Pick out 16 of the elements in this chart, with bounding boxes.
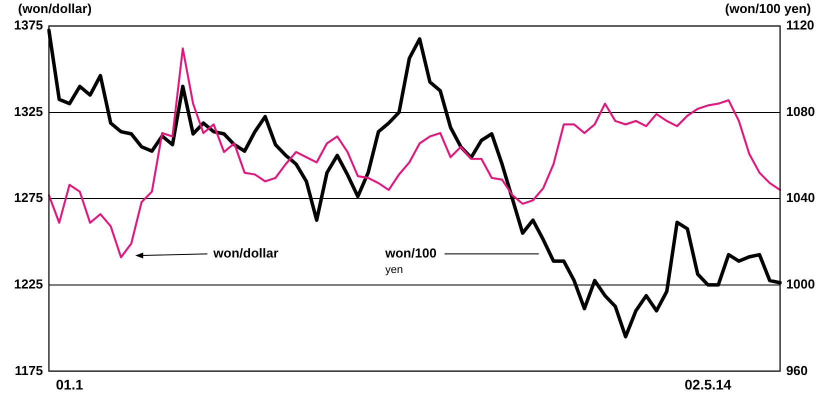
x-tick-label: 01.1: [56, 376, 84, 392]
y-axis-title: (won/dollar): [18, 1, 92, 16]
y2-axis-title: (won/100 yen): [725, 1, 811, 16]
y-tick-label: 1175: [14, 362, 43, 378]
y-tick-label: 1275: [14, 190, 43, 206]
x-tick-label: 02.5.14: [684, 376, 732, 392]
annotation: won/dollar: [212, 245, 278, 260]
y2-tick-label: 1000: [786, 276, 815, 292]
y2-tick-label: 1080: [786, 104, 815, 119]
y2-tick-label: 1040: [786, 190, 815, 206]
y-tick-label: 1375: [14, 18, 43, 33]
y2-tick-label: 960: [786, 362, 808, 378]
y2-tick-label: 1120: [786, 18, 814, 33]
y-tick-label: 1225: [14, 276, 43, 292]
annotation: won/100 yen: [384, 245, 437, 276]
y-tick-label: 1325: [14, 104, 43, 119]
